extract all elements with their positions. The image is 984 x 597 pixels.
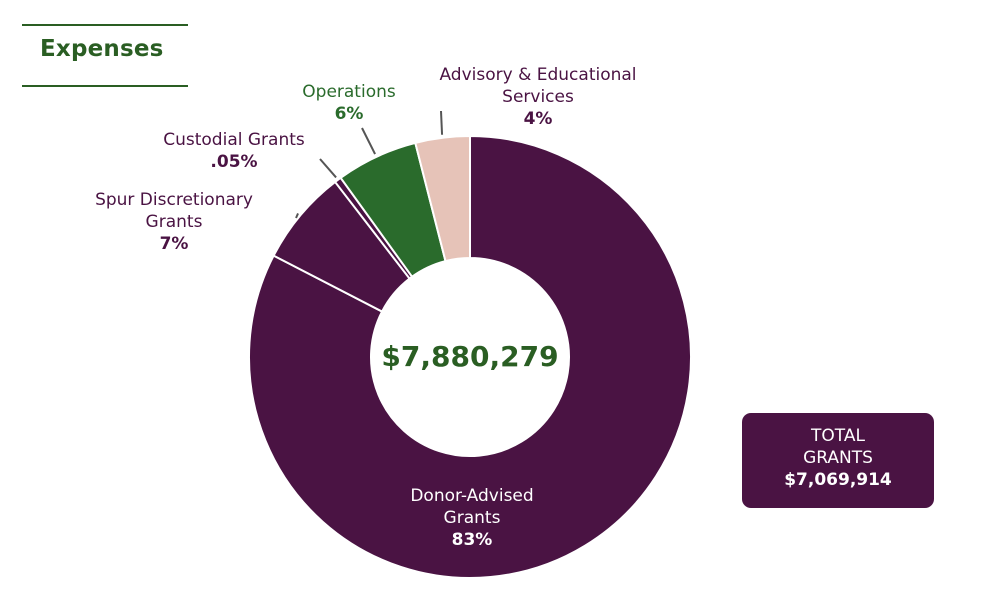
label-operations-name: Operations [302,82,396,102]
title-rule-top [22,24,188,26]
label-donor-advised-pct: 83% [451,530,493,550]
title-rule-bottom [22,85,188,87]
leader-lines [295,110,444,219]
label-spur-pct: 7% [159,234,189,254]
label-donor-advised-name-2: Grants [443,508,501,528]
leader-line-advisory [440,110,444,135]
label-custodial-pct: .05% [210,152,258,172]
label-advisory-name-2: Services [502,87,574,107]
label-advisory-name-1: Advisory & Educational [439,65,637,85]
slice-donor-advised [248,134,692,579]
total-grants-amount: $7,069,914 [784,470,892,490]
slice-advisory [414,134,471,263]
label-spur: Spur Discretionary Grants 7% [74,189,274,255]
label-spur-name-1: Spur Discretionary [95,190,253,210]
leader-line-spur [295,213,299,219]
label-donor-advised-name-1: Donor-Advised [410,486,534,506]
leader-line-operations [361,127,376,155]
total-grants-line2: GRANTS [803,448,873,468]
center-total-amount: $7,880,279 [381,340,559,373]
label-advisory: Advisory & Educational Services 4% [423,64,653,130]
label-operations: Operations 6% [284,81,414,125]
chart-title: Expenses [40,36,164,62]
total-grants-line1: TOTAL [811,426,865,446]
label-spur-name-2: Grants [145,212,203,232]
label-advisory-pct: 4% [523,109,553,129]
donut-slices [248,134,692,579]
leader-line-custodial [319,158,337,179]
label-custodial: Custodial Grants .05% [139,129,329,173]
label-custodial-name: Custodial Grants [163,130,305,150]
label-operations-pct: 6% [334,104,364,124]
total-grants-box: TOTAL GRANTS $7,069,914 [742,413,934,508]
label-donor-advised: Donor-Advised Grants 83% [372,485,572,551]
